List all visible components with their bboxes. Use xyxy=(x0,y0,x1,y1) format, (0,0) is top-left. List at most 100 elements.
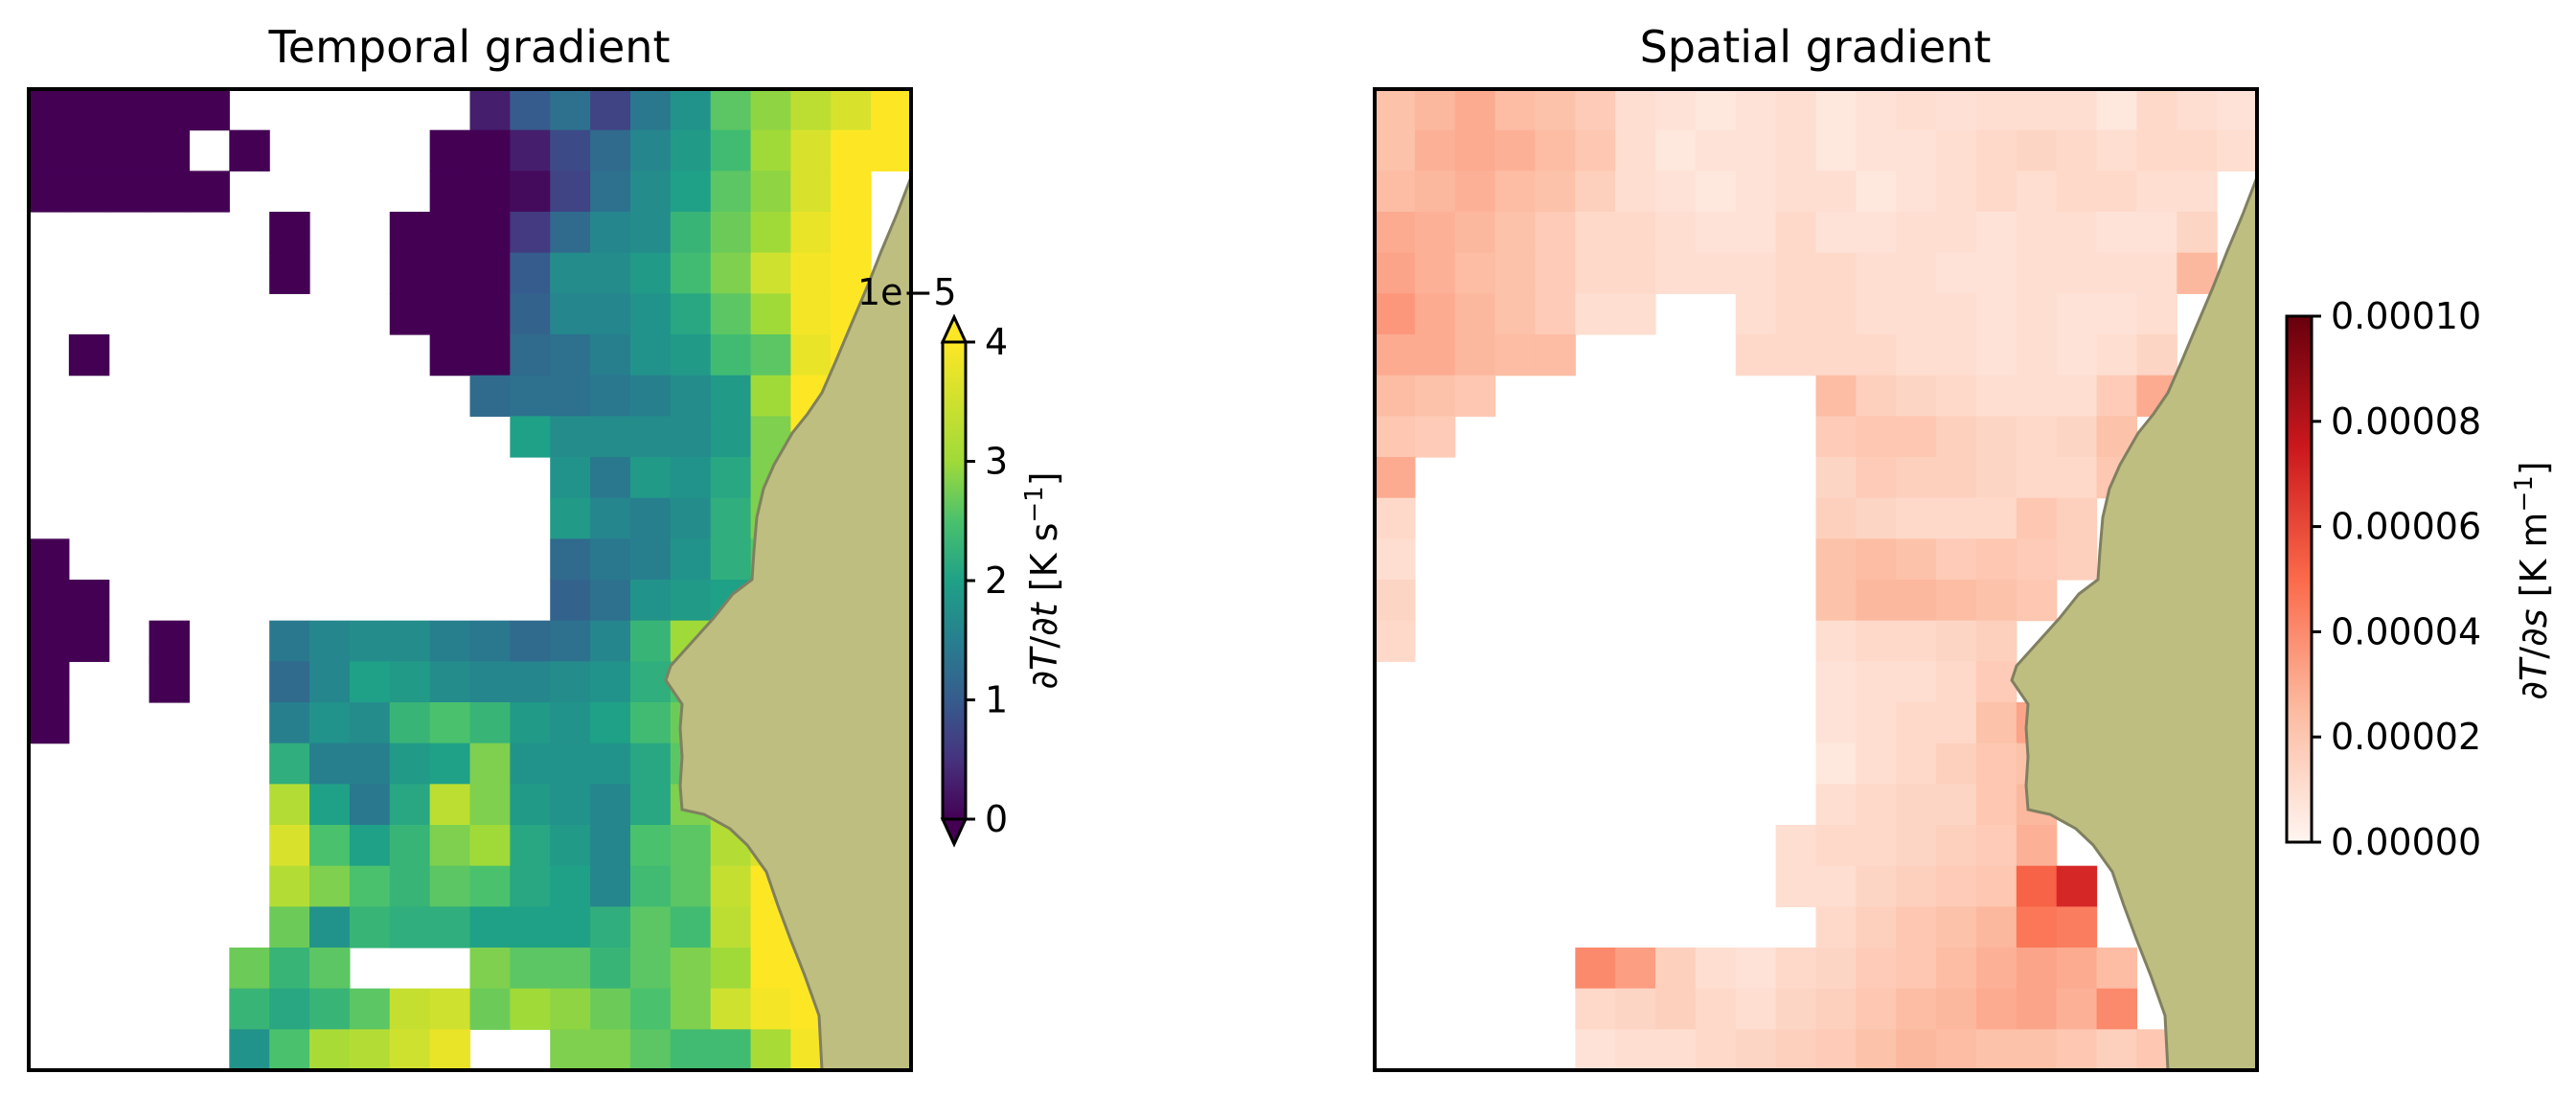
heatmap-cell xyxy=(750,129,792,171)
heatmap-cell xyxy=(1695,252,1737,294)
heatmap-cell xyxy=(590,375,631,417)
heatmap-cell xyxy=(1856,497,1897,539)
heatmap-cell xyxy=(1815,129,1857,171)
heatmap-cell xyxy=(1896,416,1937,458)
heatmap-cell xyxy=(550,416,591,458)
heatmap-cell xyxy=(1815,89,1857,131)
heatmap-cell xyxy=(750,334,792,377)
heatmap-cell xyxy=(590,620,631,662)
heatmap-cell xyxy=(550,293,591,335)
heatmap-cell xyxy=(1414,252,1456,294)
heatmap-cell xyxy=(550,580,591,622)
heatmap-cell xyxy=(349,784,391,826)
heatmap-cell xyxy=(469,375,511,417)
heatmap-cell xyxy=(590,293,631,335)
heatmap-cell xyxy=(750,171,792,213)
heatmap-cell xyxy=(629,620,672,662)
heatmap-cell xyxy=(550,89,591,131)
heatmap-cell xyxy=(1695,1029,1737,1070)
heatmap-cell xyxy=(2096,171,2138,213)
heatmap-cell xyxy=(1815,784,1857,826)
heatmap-cell xyxy=(629,293,672,335)
heatmap-cell xyxy=(2217,89,2257,131)
heatmap-cell xyxy=(510,661,551,703)
heatmap-cell xyxy=(590,948,631,990)
heatmap-cell xyxy=(1695,988,1737,1030)
heatmap-cell xyxy=(1896,948,1937,990)
heatmap-cell xyxy=(429,212,471,254)
colorbar-tick-label: 0.00000 xyxy=(2331,821,2481,863)
heatmap-cell xyxy=(469,825,511,867)
heatmap-cell xyxy=(269,825,310,867)
heatmap-cell xyxy=(550,906,591,948)
heatmap-cell xyxy=(29,129,70,171)
heatmap-cell xyxy=(510,825,551,867)
heatmap-cell xyxy=(1936,212,1977,254)
heatmap-cell xyxy=(550,702,591,744)
heatmap-cell xyxy=(629,948,672,990)
colorbar-tick-label: 0.00008 xyxy=(2331,400,2481,443)
heatmap-cell xyxy=(148,89,191,131)
heatmap-cell xyxy=(469,334,511,377)
heatmap-cell xyxy=(1936,89,1977,131)
heatmap-cell xyxy=(1975,865,2017,907)
heatmap-cell xyxy=(1454,212,1496,254)
heatmap-cell xyxy=(670,252,712,294)
heatmap-cell xyxy=(108,171,150,213)
heatmap-cell xyxy=(309,825,351,867)
heatmap-cell xyxy=(750,375,792,417)
heatmap-cell xyxy=(550,457,591,499)
heatmap-cell xyxy=(1856,743,1897,785)
panel-title: Temporal gradient xyxy=(267,21,670,73)
heatmap-cell xyxy=(710,129,752,171)
heatmap-cell xyxy=(629,375,672,417)
heatmap-cell xyxy=(1896,457,1937,499)
heatmap-cell xyxy=(1815,661,1857,703)
heatmap-cell xyxy=(1735,988,1777,1030)
heatmap-cell xyxy=(670,212,712,254)
heatmap-cell xyxy=(389,252,431,294)
heatmap-cell xyxy=(2016,948,2058,990)
heatmap-cell xyxy=(1896,620,1937,662)
heatmap-cell xyxy=(2056,334,2098,377)
heatmap-cell xyxy=(1615,948,1656,990)
heatmap-cell xyxy=(1856,457,1897,499)
heatmap-cell xyxy=(510,620,551,662)
heatmap-cell xyxy=(2136,129,2177,171)
panel-spatial-gradient: Spatial gradient xyxy=(1373,21,2259,1072)
heatmap-cell xyxy=(1494,171,1537,213)
heatmap-cell xyxy=(510,743,551,785)
heatmap-cell xyxy=(790,129,832,171)
heatmap-cell xyxy=(1375,89,1416,131)
heatmap-cell xyxy=(1735,334,1777,377)
heatmap-cell xyxy=(1575,1029,1616,1070)
heatmap-cell xyxy=(1575,252,1616,294)
heatmap-cell xyxy=(1856,293,1897,335)
heatmap-cell xyxy=(1615,129,1656,171)
heatmap-cell xyxy=(1815,293,1857,335)
heatmap-cell xyxy=(1615,293,1656,335)
heatmap-cell xyxy=(1936,129,1977,171)
heatmap-cell xyxy=(1936,580,1977,622)
heatmap-cells xyxy=(1375,89,2257,1070)
heatmap-cell xyxy=(2096,334,2138,377)
heatmap-cell xyxy=(1454,171,1496,213)
heatmap-cell xyxy=(1695,89,1737,131)
heatmap-cell xyxy=(1735,1029,1777,1070)
heatmap-cell xyxy=(831,212,872,254)
heatmap-cell xyxy=(2056,212,2098,254)
colorbar-body xyxy=(2285,314,2314,844)
heatmap-cell xyxy=(1896,1029,1937,1070)
heatmap-cell xyxy=(269,661,310,703)
heatmap-cell xyxy=(1494,252,1537,294)
heatmap-cell xyxy=(1856,906,1897,948)
heatmap-cell xyxy=(1494,89,1537,131)
heatmap-cell xyxy=(710,293,752,335)
heatmap-cell xyxy=(1975,906,2017,948)
heatmap-cell xyxy=(29,89,70,131)
heatmap-cell xyxy=(2016,865,2058,907)
heatmap-cell xyxy=(670,457,712,499)
heatmap-cell xyxy=(590,457,631,499)
colorbar-body xyxy=(941,340,968,821)
heatmap-cell xyxy=(1856,89,1897,131)
